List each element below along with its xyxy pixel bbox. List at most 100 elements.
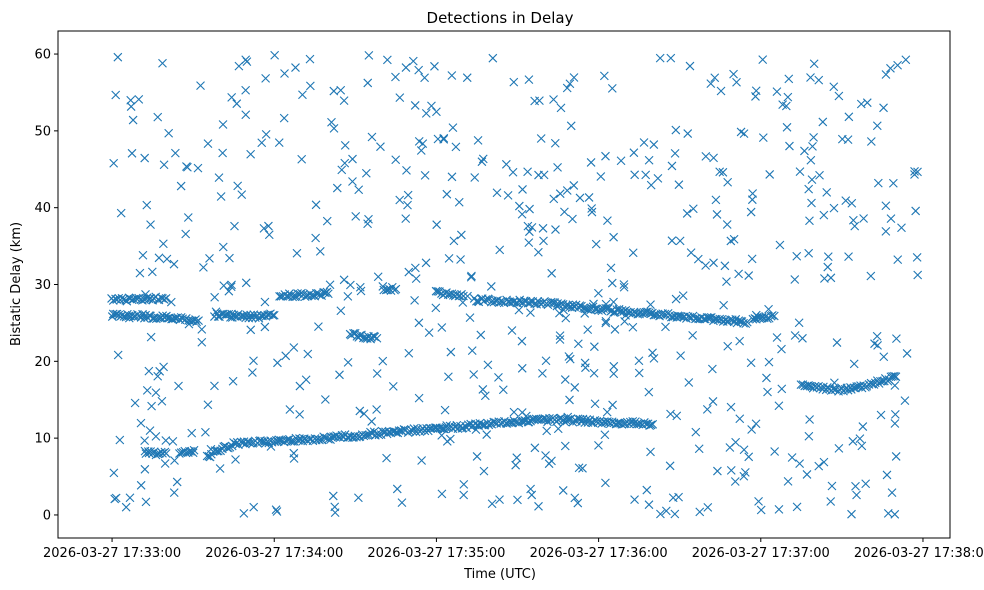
data-point (616, 156, 626, 166)
data-point (492, 188, 502, 198)
data-point (391, 72, 400, 82)
data-point (756, 505, 766, 515)
plot-frame (57, 30, 951, 539)
data-point (596, 172, 606, 181)
data-point (501, 159, 511, 169)
data-point (517, 363, 527, 373)
data-point (286, 436, 296, 446)
data-point (197, 324, 207, 334)
data-point (606, 263, 616, 273)
data-point (777, 384, 787, 394)
data-point (723, 177, 733, 187)
data-point (231, 455, 240, 464)
data-point (634, 368, 644, 378)
data-point (169, 259, 179, 269)
data-point (196, 81, 205, 90)
data-point (241, 278, 251, 288)
data-point (348, 177, 357, 186)
data-point (729, 234, 739, 244)
data-point (472, 296, 481, 306)
data-point (437, 489, 447, 499)
data-point (182, 162, 191, 171)
data-point (716, 86, 726, 96)
data-point (479, 466, 489, 476)
data-point (417, 456, 426, 465)
data-point (629, 148, 639, 158)
data-point (225, 442, 235, 452)
data-point (403, 190, 413, 200)
data-point (901, 55, 911, 65)
data-point (272, 507, 282, 516)
data-point (822, 187, 832, 197)
data-point (850, 221, 860, 231)
data-point (897, 223, 906, 233)
data-point (359, 409, 369, 419)
data-point (213, 446, 223, 456)
data-point (583, 325, 593, 335)
data-point (116, 208, 126, 218)
data-point (291, 63, 300, 72)
data-point (524, 75, 534, 84)
data-point (523, 167, 532, 177)
data-point (422, 424, 431, 433)
data-point (205, 253, 214, 263)
data-point (900, 396, 910, 406)
data-point (233, 181, 243, 191)
data-point (887, 488, 897, 498)
data-point (558, 486, 568, 495)
data-point (675, 236, 685, 246)
data-point (912, 253, 922, 262)
data-point (404, 267, 414, 277)
x-tick-label: 2026-03-27 17:38:00 (854, 546, 984, 561)
data-point (720, 261, 730, 271)
data-point (655, 53, 665, 63)
data-point (298, 90, 307, 100)
data-point (401, 214, 411, 223)
data-point (891, 372, 901, 382)
data-point (573, 339, 583, 349)
data-point (314, 322, 323, 332)
data-point (587, 204, 597, 213)
data-point (601, 318, 611, 328)
data-point (765, 170, 775, 179)
data-point (762, 373, 771, 383)
data-point (378, 356, 388, 366)
data-point (879, 352, 889, 362)
data-point (323, 289, 333, 299)
data-point (257, 138, 267, 148)
data-point (451, 142, 461, 152)
data-point (327, 117, 336, 127)
data-point (367, 417, 377, 426)
data-point (271, 505, 281, 515)
data-point (388, 382, 398, 391)
data-point (555, 335, 565, 344)
data-point (134, 95, 144, 104)
data-point (456, 255, 465, 264)
data-point (433, 134, 443, 144)
data-point (735, 336, 745, 346)
data-point (292, 248, 302, 258)
data-point (206, 444, 216, 454)
data-point (526, 296, 536, 306)
data-point (872, 331, 882, 341)
data-point (524, 227, 534, 237)
data-point (230, 221, 239, 231)
data-point (130, 398, 140, 408)
data-point (671, 294, 681, 304)
data-point (715, 167, 725, 177)
data-point (775, 240, 785, 250)
data-point (140, 153, 150, 163)
data-point (395, 195, 405, 205)
data-point (147, 267, 157, 277)
data-point (511, 460, 521, 470)
data-point (125, 493, 135, 503)
data-point (228, 376, 238, 386)
data-point (168, 437, 178, 446)
data-point (444, 254, 454, 263)
data-point (849, 359, 859, 369)
data-point (567, 303, 577, 313)
data-point (421, 109, 431, 118)
data-point (701, 152, 711, 161)
data-point (709, 258, 718, 268)
data-point (891, 452, 901, 461)
